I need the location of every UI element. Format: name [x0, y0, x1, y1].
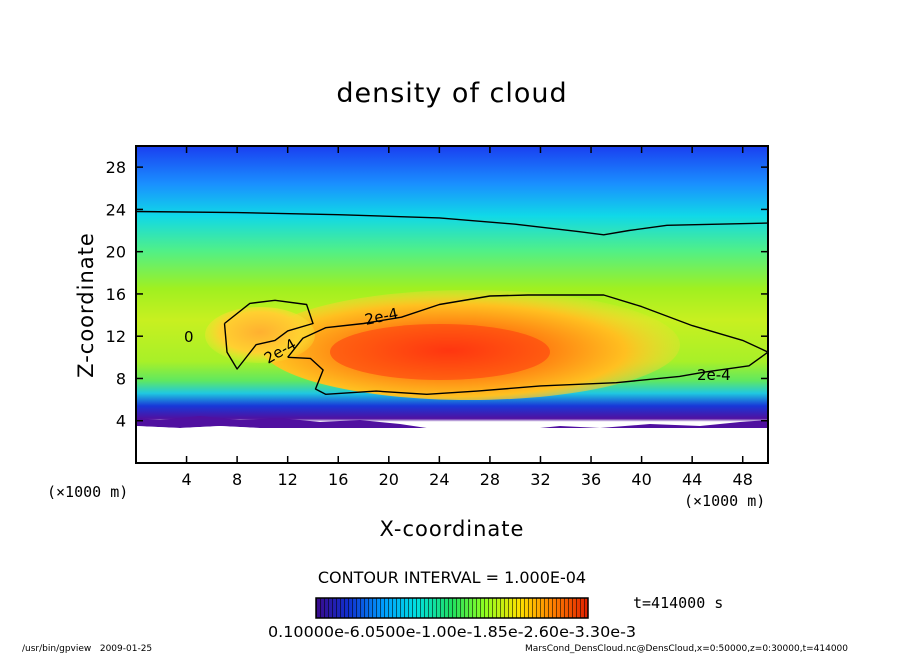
x-tick-label: 48	[733, 470, 753, 489]
top-contour	[136, 210, 768, 236]
x-tick-label: 8	[232, 470, 242, 489]
y-tick-label: 28	[106, 158, 126, 177]
colorbar-labels: 0.10000e-6.0500e-1.00e-1.85e-2.60e-3.30e…	[268, 623, 636, 641]
x-tick-label: 44	[682, 470, 702, 489]
x-tick-label: 40	[631, 470, 651, 489]
x-tick-label: 32	[530, 470, 550, 489]
x-axis-label: X-coordinate	[380, 517, 525, 541]
contour-label: 0	[184, 328, 194, 346]
y-tick-label: 8	[116, 369, 126, 388]
contour-interval: CONTOUR INTERVAL = 1.000E-04	[318, 568, 586, 587]
cloud-2e-4-main	[287, 294, 768, 395]
field-base-ground	[136, 426, 768, 440]
field-base-layer	[136, 416, 768, 440]
plot-area	[136, 146, 768, 463]
x-tick-label: 12	[278, 470, 298, 489]
x-tick-label: 20	[379, 470, 399, 489]
y-tick-label: 24	[106, 200, 126, 219]
x-axis-unit: (×1000 m)	[684, 492, 765, 510]
footer-left: /usr/bin/gpview 2009-01-25	[22, 644, 152, 654]
y-tick-label: 16	[106, 285, 126, 304]
y-axis-unit: (×1000 m)	[47, 483, 128, 501]
time-label: t=414000 s	[633, 594, 723, 612]
x-tick-label: 24	[429, 470, 449, 489]
contour-label: 2e-4	[697, 366, 731, 384]
y-tick-label: 4	[116, 412, 126, 431]
field-left-blob	[205, 307, 315, 363]
chart-title: density of cloud	[336, 78, 567, 109]
colorbar	[315, 597, 589, 619]
plot-frame	[135, 145, 769, 464]
y-axis-label: Z-coordinate	[74, 232, 98, 378]
y-tick-label: 12	[106, 327, 126, 346]
y-tick-label: 20	[106, 243, 126, 262]
x-tick-label: 4	[181, 470, 191, 489]
x-tick-label: 36	[581, 470, 601, 489]
x-tick-label: 28	[480, 470, 500, 489]
field-core-hot	[330, 324, 550, 380]
colorbar-stripes	[316, 598, 588, 618]
contour-lines	[136, 210, 768, 395]
x-tick-label: 16	[328, 470, 348, 489]
colorbar-frame	[315, 597, 589, 619]
cloud-2e-4-left	[223, 299, 314, 370]
footer-right: MarsCond_DensCloud.nc@DensCloud,x=0:5000…	[525, 644, 848, 654]
